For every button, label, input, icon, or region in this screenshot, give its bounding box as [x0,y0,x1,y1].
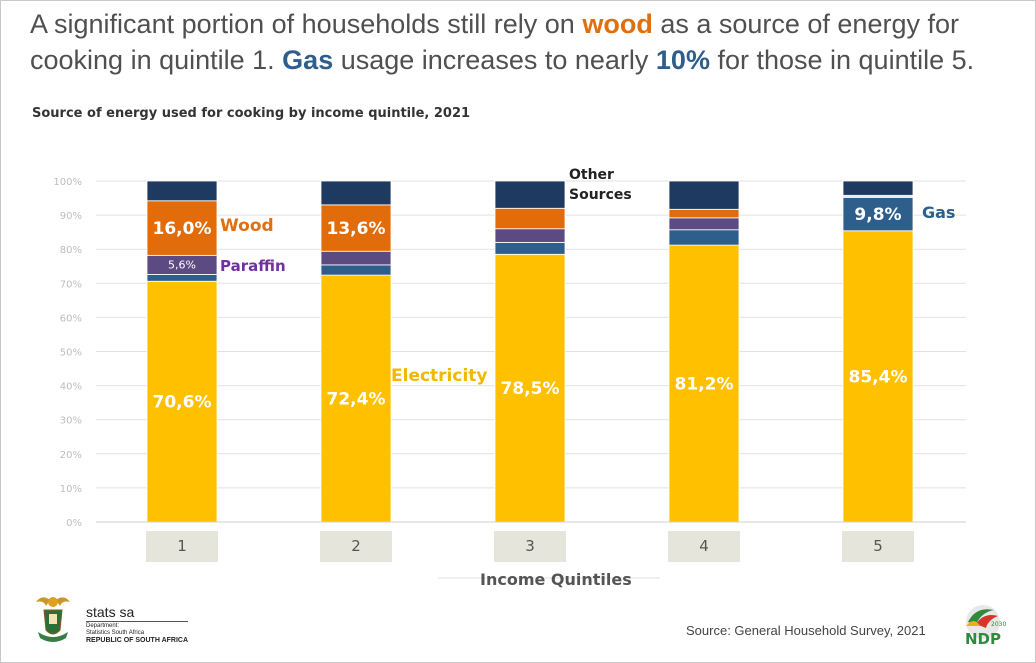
data-label: 13,6% [327,219,386,239]
bar-segment-electricity [146,280,218,523]
headline-gas-highlight: Gas [282,45,334,75]
data-label: 72,4% [327,390,386,410]
bar-segment-gas [146,274,218,282]
annotation-paraffin: Paraffin [220,257,286,275]
headline-wood-highlight: wood [582,9,653,39]
data-label: 85,4% [849,367,908,387]
headline-ten-percent-highlight: 10% [655,45,710,75]
x-tick-label: 4 [668,531,740,562]
bar-segment-electricity [842,230,914,523]
annotation-other-sources: Sources [569,187,632,203]
logo-wordmark: stats sa [86,604,135,620]
bar-segment-electricity [320,274,392,523]
bar-segment-electricity [668,244,740,523]
logo-department-label: Department: [86,623,120,629]
source-note: Source: General Household Survey, 2021 [686,623,926,638]
stacked-bar-chart: 0% 10% 20% 30% 40% 50% 60% 70% 80% 90% 100% 70,6% 5,… [53,167,966,579]
bar-segment-other-sources [494,180,566,209]
logo-country-name: REPUBLIC OF SOUTH AFRICA [86,637,189,644]
y-tick-label: 70% [60,279,82,290]
y-tick-label: 0% [66,518,82,529]
headline-text-2: as a source of energy for cooking in qui… [30,9,959,75]
bar-segment-gas [320,264,392,276]
x-axis-title: Income Quintiles [480,570,632,589]
bar-segment-other-sources [842,180,914,196]
ndp-label: NDP [965,630,1001,648]
bar-segment-paraffin [668,217,740,231]
bar-segment-paraffin [320,250,392,266]
annotation-gas: Gas [922,203,955,222]
y-tick-label: 60% [60,313,82,324]
y-tick-label: 30% [60,416,82,427]
x-tick-label: 1 [146,531,218,562]
bar-segment-other-sources [320,180,392,206]
y-tick-label: 40% [60,382,82,393]
ndp-year: 2030 [991,621,1006,628]
bar-segment-electricity [494,253,566,523]
annotation-other-sources: Other [569,167,614,183]
bar-segment-wood [668,208,740,219]
y-tick-label: 90% [60,211,82,222]
bar-segment-wood [494,207,566,230]
x-tick-label: 3 [494,531,566,562]
bar-segment-wood [320,204,392,252]
bar-segment-gas [842,196,914,232]
logo-department-name: Statistics South Africa [86,630,145,636]
data-label: 81,2% [675,375,734,395]
annotation-electricity: Electricity [391,366,488,386]
logo-divider [86,621,188,622]
data-label: 70,6% [153,393,212,413]
bar-segment-other-sources [146,180,218,202]
headline-text-4: for those in quintile 5. [709,45,975,75]
bar-segment-gas [494,241,566,255]
headline: A significant portion of households stil… [30,6,1020,78]
bar-segment-gas [668,229,740,246]
ndp-2030-logo: 2030 NDP [965,605,1006,648]
data-label: 9,8% [854,205,901,225]
bar-segment-paraffin [494,228,566,243]
y-tick-label: 80% [60,245,82,256]
y-tick-label: 50% [60,348,82,359]
annotation-wood: Wood [220,216,274,236]
y-tick-label: 10% [60,484,82,495]
bar-segment-wood [146,200,218,256]
y-tick-label: 20% [60,450,82,461]
headline-text-1: A significant portion of households stil… [30,9,583,39]
data-label: 5,6% [168,259,196,272]
data-label: 78,5% [501,379,560,399]
chart-title: Source of energy used for cooking by inc… [32,106,471,121]
headline-text-3: usage increases to nearly [333,45,656,75]
y-tick-label: 100% [53,177,82,188]
x-tick-label: 5 [842,531,914,562]
coat-of-arms-logo [36,597,70,642]
bar-segment-other-sources [668,180,740,210]
data-label: 16,0% [153,219,212,239]
x-tick-label: 2 [320,531,392,562]
